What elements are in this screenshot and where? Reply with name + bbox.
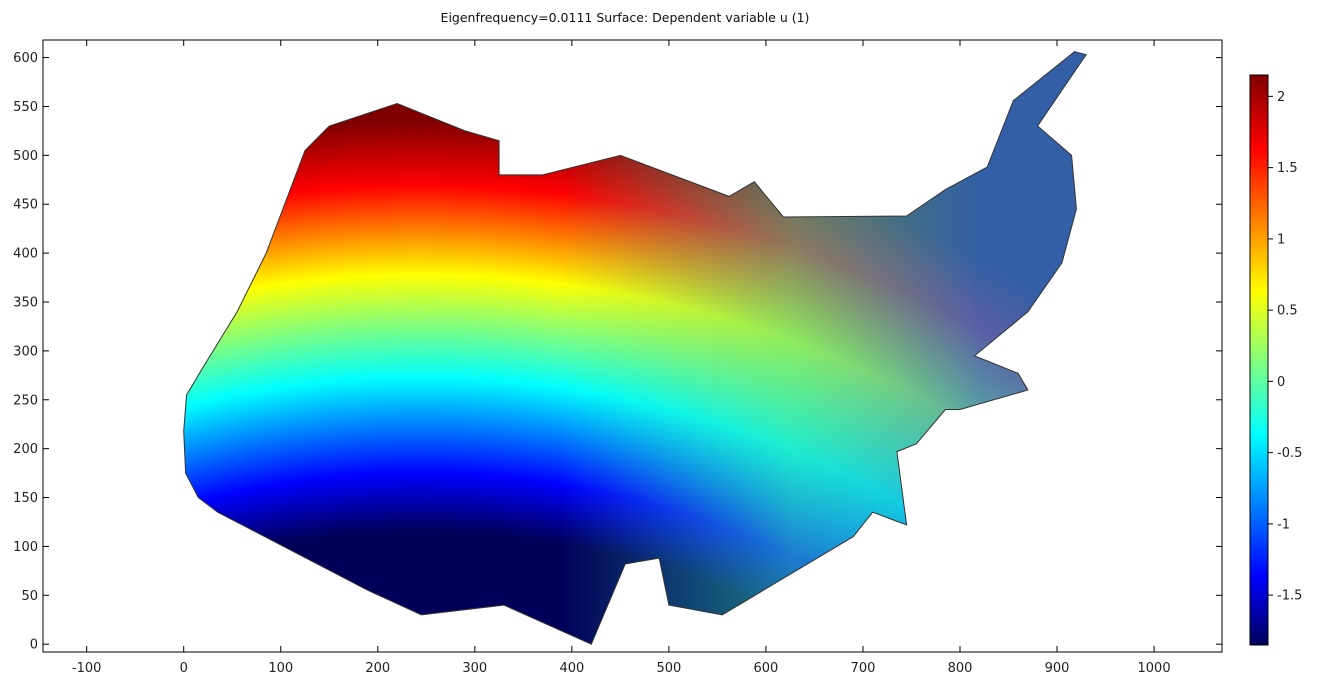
- colorbar-tick-label: -0.5: [1277, 446, 1302, 461]
- colorbar-tick-label: 0.5: [1277, 304, 1298, 319]
- x-tick-label: 100: [268, 661, 293, 676]
- y-tick-label: 0: [30, 638, 38, 653]
- colorbar-tick-label: -1: [1277, 517, 1290, 532]
- plot-title: Eigenfrequency=0.0111 Surface: Dependent…: [441, 10, 810, 25]
- y-tick-label: 200: [13, 442, 38, 457]
- y-tick-label: 450: [13, 198, 38, 213]
- x-tick-label: 1000: [1138, 661, 1171, 676]
- x-tick-label: 500: [656, 661, 681, 676]
- y-tick-label: 400: [13, 247, 38, 262]
- x-tick-label: 800: [948, 661, 973, 676]
- colorbar-tick-label: 1: [1277, 232, 1285, 247]
- y-tick-label: 600: [13, 51, 38, 66]
- colorbar-tick-label: 0: [1277, 375, 1285, 390]
- y-tick-label: 300: [13, 344, 38, 359]
- x-tick-label: 300: [462, 661, 487, 676]
- y-tick-label: 50: [21, 589, 38, 604]
- y-tick-label: 350: [13, 296, 38, 311]
- x-tick-label: -100: [72, 661, 102, 676]
- colorbar-tick-label: 2: [1277, 90, 1285, 105]
- y-tick-label: 500: [13, 149, 38, 164]
- y-axis: 0 50 100 150 200 250 300 350 400 450 500 550 600: [13, 51, 1222, 653]
- x-tick-label: 400: [559, 661, 584, 676]
- x-tick-label: 900: [1045, 661, 1070, 676]
- y-tick-label: 550: [13, 100, 38, 115]
- x-axis: -100 0 100 200 300 400 500 600 700 800 900 1000: [72, 40, 1171, 676]
- colorbar-ticks: 2 1.5 1 0.5 0 -0.5 -1 -1.5: [1268, 90, 1302, 604]
- colorbar-tick-label: -1.5: [1277, 589, 1302, 604]
- x-tick-label: 200: [365, 661, 390, 676]
- x-tick-label: 700: [851, 661, 876, 676]
- x-tick-label: 600: [754, 661, 779, 676]
- domain-outline: [183, 51, 1087, 645]
- colorbar: 2 1.5 1 0.5 0 -0.5 -1 -1.5: [1249, 74, 1302, 646]
- x-tick-label: 0: [180, 661, 188, 676]
- colorbar-gradient: [1249, 74, 1269, 646]
- y-tick-label: 100: [13, 540, 38, 555]
- y-tick-label: 150: [13, 491, 38, 506]
- colorbar-tick-label: 1.5: [1277, 161, 1298, 176]
- y-tick-label: 250: [13, 393, 38, 408]
